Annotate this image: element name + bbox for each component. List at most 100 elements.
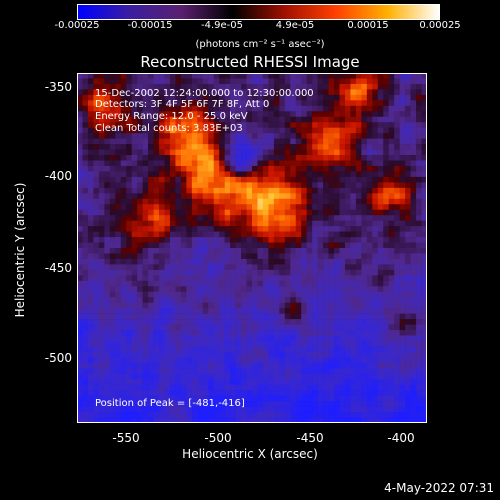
heatmap-cell	[257, 368, 264, 375]
heatmap-cell	[257, 144, 264, 150]
heatmap-cell	[262, 390, 269, 396]
heatmap-cell	[328, 280, 335, 287]
heatmap-cell	[148, 248, 154, 254]
heatmap-cell	[191, 89, 198, 96]
heatmap-cell	[148, 302, 154, 309]
heatmap-cell	[235, 384, 242, 391]
heatmap-cell	[77, 171, 83, 178]
heatmap-cell	[377, 231, 384, 238]
heatmap-cell	[334, 111, 340, 118]
heatmap-cell	[104, 401, 111, 407]
heatmap-cell	[399, 220, 406, 227]
heatmap-cell	[175, 226, 182, 232]
heatmap-cell	[410, 373, 417, 380]
heatmap-cell	[312, 89, 318, 96]
heatmap-cell	[290, 248, 297, 254]
heatmap-cell	[372, 78, 379, 85]
heatmap-cell	[312, 198, 318, 205]
heatmap-cell	[219, 105, 225, 112]
heatmap-cell	[339, 226, 346, 232]
heatmap-cell	[323, 171, 329, 178]
heatmap-cell	[366, 89, 373, 96]
heatmap-cell	[224, 193, 231, 200]
heatmap-cell	[131, 335, 138, 342]
heatmap-cell	[344, 362, 351, 369]
heatmap-cell	[334, 94, 340, 101]
heatmap-cell	[191, 258, 198, 265]
heatmap-cell	[252, 379, 258, 386]
heatmap-cell	[416, 149, 422, 156]
heatmap-cell	[388, 275, 395, 282]
heatmap-cell	[394, 226, 400, 232]
heatmap-cell	[197, 155, 204, 161]
heatmap-cell	[273, 100, 280, 107]
heatmap-cell	[388, 83, 395, 90]
heatmap-cell	[421, 313, 427, 320]
heatmap-cell	[405, 291, 411, 298]
heatmap-cell	[153, 176, 160, 183]
heatmap-cell	[87, 215, 94, 221]
heatmap-cell	[372, 395, 379, 402]
heatmap-cell	[361, 138, 368, 145]
heatmap-cell	[148, 94, 154, 101]
heatmap-cell	[153, 160, 160, 167]
heatmap-cell	[175, 308, 182, 314]
heatmap-cell	[109, 193, 116, 200]
heatmap-cell	[273, 193, 280, 200]
heatmap-cell	[87, 340, 94, 347]
heatmap-cell	[279, 308, 286, 314]
heatmap-cell	[295, 231, 302, 238]
heatmap-cell	[372, 253, 379, 260]
heatmap-cell	[388, 330, 395, 336]
heatmap-cell	[169, 94, 176, 101]
heatmap-cell	[328, 100, 335, 107]
heatmap-cell	[366, 308, 373, 314]
heatmap-cell	[137, 401, 143, 407]
heatmap-cell	[186, 346, 193, 353]
heatmap-cell	[159, 248, 165, 254]
heatmap-cell	[137, 242, 143, 249]
heatmap-cell	[230, 209, 236, 216]
heatmap-cell	[213, 286, 220, 293]
heatmap-cell	[257, 127, 264, 134]
heatmap-cell	[197, 313, 204, 320]
heatmap-cell	[197, 231, 204, 238]
heatmap-cell	[175, 133, 182, 139]
heatmap-cell	[213, 89, 220, 96]
heatmap-cell	[104, 269, 111, 276]
heatmap-cell	[82, 384, 89, 391]
heatmap-cell	[142, 182, 149, 189]
heatmap-cell	[388, 258, 395, 265]
heatmap-cell	[301, 335, 307, 342]
heatmap-cell	[377, 122, 384, 128]
heatmap-cell	[131, 133, 138, 139]
heatmap-cell	[197, 330, 204, 336]
heatmap-cell	[159, 220, 165, 227]
heatmap-cell	[339, 182, 346, 189]
heatmap-cell	[421, 127, 427, 134]
heatmap-cell	[268, 340, 275, 347]
heatmap-cell	[169, 319, 176, 325]
heatmap-cell	[87, 406, 94, 413]
heatmap-cell	[246, 324, 253, 331]
heatmap-cell	[328, 155, 335, 161]
heatmap-cell	[175, 417, 182, 423]
heatmap-cell	[317, 280, 324, 287]
heatmap-cell	[323, 269, 329, 276]
heatmap-cell	[273, 242, 280, 249]
heatmap-cell	[334, 237, 340, 243]
heatmap-cell	[104, 302, 111, 309]
heatmap-cell	[366, 155, 373, 161]
heatmap-cell	[383, 73, 390, 79]
heatmap-cell	[241, 330, 247, 336]
heatmap-cell	[213, 149, 220, 156]
heatmap-cell	[372, 324, 379, 331]
heatmap-cell	[399, 286, 406, 293]
heatmap-cell	[148, 138, 154, 145]
heatmap-cell	[202, 127, 209, 134]
heatmap-cell	[142, 215, 149, 221]
heatmap-cell	[394, 384, 400, 391]
heatmap-cell	[115, 160, 122, 167]
heatmap-cell	[388, 291, 395, 298]
heatmap-cell	[186, 89, 193, 96]
